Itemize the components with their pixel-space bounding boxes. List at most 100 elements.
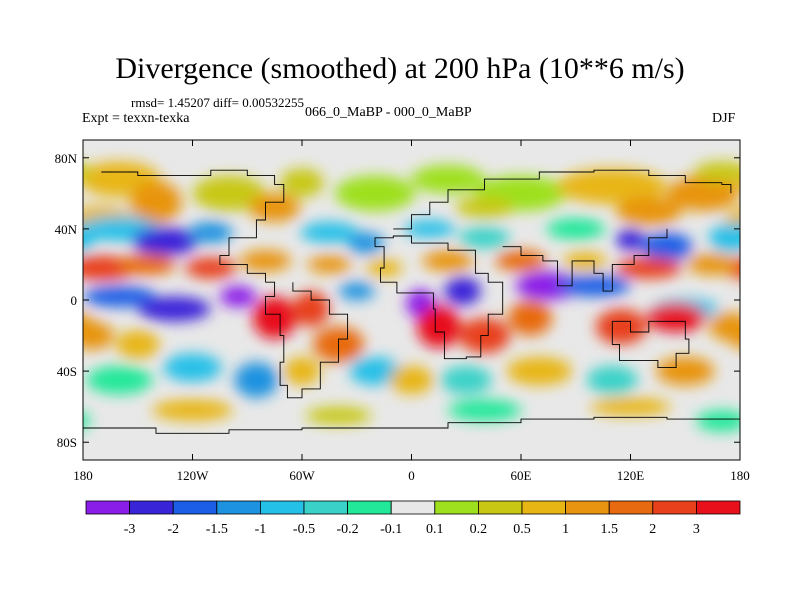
- contour-region: [440, 365, 492, 395]
- contour-region: [188, 221, 233, 244]
- contour-region: [641, 232, 693, 261]
- contour-region: [349, 356, 401, 386]
- experiment-label: Expt = texxn-texka: [82, 111, 190, 126]
- colorbar-label: 0.2: [470, 522, 488, 537]
- colorbar-swatch: [216, 500, 261, 515]
- contour-region: [389, 365, 434, 395]
- contour-region: [219, 285, 257, 308]
- colorbar-label: 0.1: [426, 522, 444, 537]
- y-tick-label: 40N: [55, 222, 78, 237]
- contour-region: [422, 250, 474, 272]
- colorbar-swatch: [434, 500, 479, 515]
- contour-region: [234, 362, 279, 398]
- colorbar-swatch: [129, 500, 174, 515]
- colorbar-swatch: [390, 500, 436, 515]
- coastline: [374, 235, 504, 360]
- contour-region: [307, 255, 352, 274]
- coastline: [83, 416, 740, 434]
- contour-region: [736, 171, 740, 187]
- colorbar-label: 1: [562, 522, 569, 537]
- coastline: [611, 320, 690, 369]
- divergence-contours: [83, 161, 740, 432]
- contour-region: [736, 223, 740, 235]
- contour-region: [132, 227, 198, 256]
- contour-region: [455, 196, 514, 219]
- coastlines: [83, 169, 740, 434]
- contour-region: [646, 303, 706, 332]
- contour-region: [694, 161, 740, 183]
- colorbar-swatch: [85, 500, 130, 515]
- colorbar-label: -1.5: [206, 522, 228, 537]
- contour-region: [615, 257, 682, 279]
- chart-title: Divergence (smoothed) at 200 hPa (10**6 …: [115, 52, 685, 85]
- colorbar: -3 -2 -1.5 -1 -0.5 -0.2 -0.1 0.1 0.2 0.5 1 1.5 2 3: [85, 500, 741, 537]
- colorbar-swatch: [259, 500, 305, 515]
- colorbar-label: -1: [255, 522, 267, 537]
- x-tick-label: 60E: [511, 468, 532, 483]
- x-tick-label: 120W: [177, 468, 210, 483]
- x-tick-label: 180: [730, 468, 750, 483]
- contour-region: [185, 257, 237, 279]
- colorbar-label: -0.5: [293, 522, 315, 537]
- colorbar-label: -0.2: [337, 522, 359, 537]
- contour-region: [83, 224, 96, 251]
- y-axis: 80N 40N 0 40S 80S: [55, 151, 740, 450]
- colorbar-swatch: [477, 500, 523, 515]
- colorbar-label: 2: [649, 522, 656, 537]
- contour-region: [83, 285, 156, 308]
- contour-region: [239, 250, 292, 272]
- contour-region: [283, 356, 321, 386]
- contour-region: [615, 228, 646, 251]
- contour-region: [152, 399, 233, 421]
- contour-region: [334, 175, 416, 212]
- contour-region: [130, 180, 182, 224]
- contour-region: [444, 276, 481, 306]
- contour-region: [448, 399, 521, 421]
- contour-region: [687, 253, 739, 276]
- colorbar-swatch: [303, 500, 348, 515]
- contour-region: [590, 397, 671, 416]
- colorbar-swatch: [347, 500, 392, 515]
- contour-region: [404, 220, 456, 238]
- contour-region: [83, 164, 93, 180]
- contour-region: [506, 356, 573, 386]
- x-tick-label: 60W: [289, 468, 315, 483]
- colorbar-swatch: [696, 500, 741, 515]
- contour-region: [86, 365, 153, 395]
- colorbar-label: -3: [124, 522, 136, 537]
- colorbar-label: 3: [693, 522, 700, 537]
- contour-region: [192, 175, 266, 212]
- map-field: [83, 140, 740, 460]
- colorbar-label: -0.1: [380, 522, 402, 537]
- colorbar-swatch: [652, 500, 697, 515]
- contour-region: [557, 168, 667, 205]
- coastline: [101, 169, 285, 283]
- colorbar-label: 1.5: [600, 522, 618, 537]
- contour-region: [546, 218, 605, 240]
- colorbar-label: -2: [167, 522, 179, 537]
- coastline: [393, 169, 732, 230]
- coastline: [502, 228, 668, 292]
- x-tick-label: 180: [73, 468, 93, 483]
- contour-region: [508, 300, 553, 336]
- contour-region: [727, 322, 740, 349]
- contour-region: [586, 365, 638, 395]
- contour-region: [595, 308, 647, 345]
- colorbar-label: 0.5: [513, 522, 531, 537]
- comparison-label: 066_0_MaBP - 000_0_MaBP: [305, 105, 472, 120]
- colorbar-swatch: [565, 500, 610, 515]
- contour-region: [708, 223, 740, 252]
- contour-region: [300, 221, 359, 244]
- contour-region: [280, 168, 324, 197]
- rmsd-diff-stats: rmsd= 1.45207 diff= 0.00532255: [131, 95, 304, 110]
- x-tick-label: 0: [408, 468, 415, 483]
- contour-region: [458, 227, 511, 249]
- contour-region: [347, 232, 385, 254]
- contour-region: [411, 164, 485, 194]
- contour-region: [117, 253, 177, 276]
- colorbar-swatch: [172, 500, 218, 515]
- contour-region: [163, 353, 222, 382]
- contour-region: [515, 271, 582, 300]
- contour-region: [83, 413, 91, 429]
